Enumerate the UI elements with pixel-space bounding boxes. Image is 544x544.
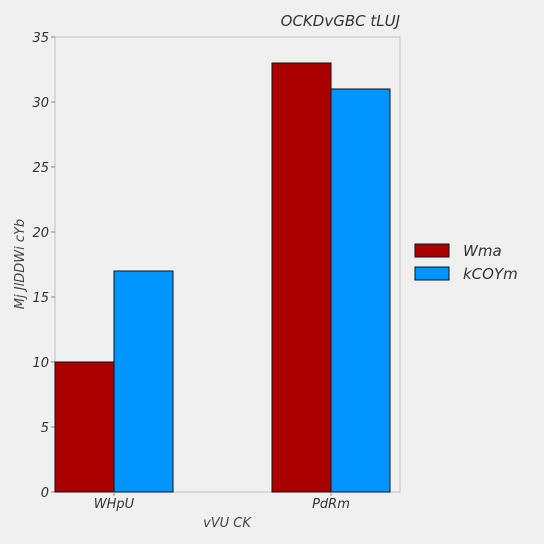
y-axis-ticks: 0 5 10 15 20 25 30 35 [32,31,55,501]
bar-Wma-PdRm [271,62,332,493]
y-axis-label: Mj JlDDWi cYb [13,219,28,309]
x-tick-label: WHpU [94,497,135,512]
x-tick-label: PdRm [312,497,350,512]
legend: Wma kCOYm [414,242,518,283]
chart-title: OCKDvGBC tLUJ [281,12,400,30]
y-tick-label: 5 [41,421,49,436]
y-tick-label: 20 [32,226,49,241]
y-tick-label: 30 [32,96,49,111]
legend-swatch [414,266,450,281]
y-tick-label: 15 [32,291,49,306]
legend-label: kCOYm [463,265,518,283]
bars [54,62,391,493]
y-tick-label: 35 [32,31,49,46]
y-tick-label: 25 [32,161,49,176]
x-axis-label: vVU CK [203,516,252,531]
bar-kCOYm-WHpU [113,270,174,493]
y-tick-label: 0 [41,486,49,501]
legend-swatch [414,243,450,258]
x-axis-ticks: WHpU PdRm [94,492,350,512]
y-tick-label: 10 [32,356,49,371]
bar-kCOYm-PdRm [330,88,391,493]
legend-label: Wma [463,242,502,260]
bar-Wma-WHpU [54,361,115,493]
